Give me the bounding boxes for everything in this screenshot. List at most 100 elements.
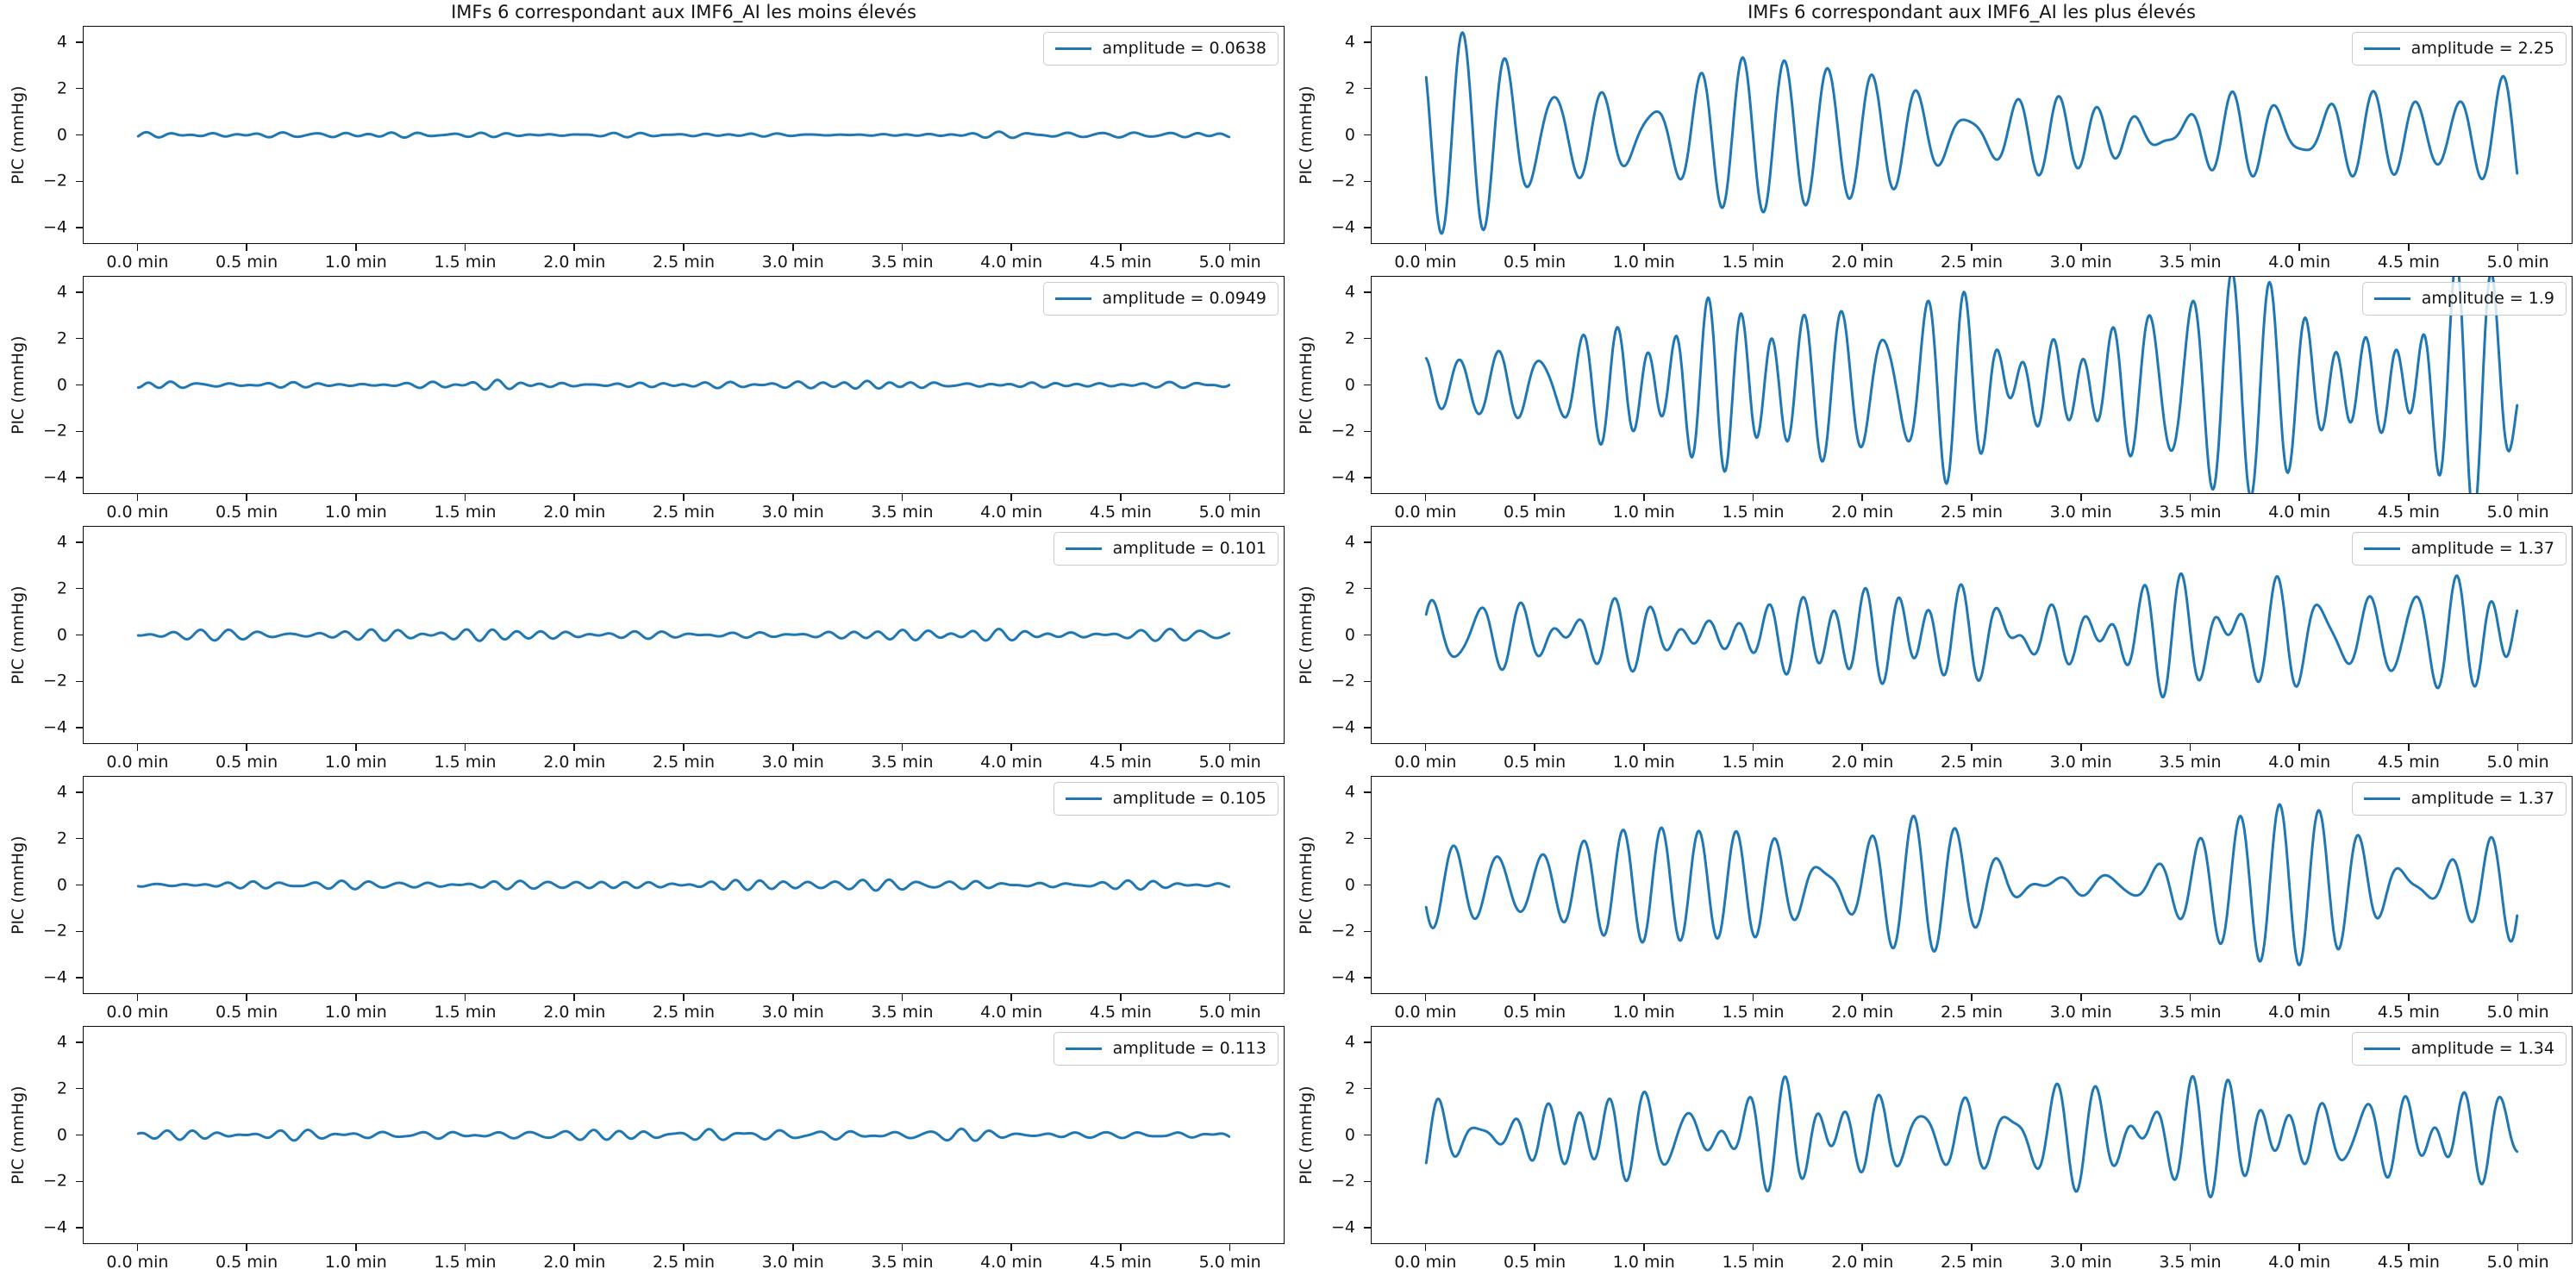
x-tick-mark — [1010, 994, 1012, 1001]
imf-trace — [136, 378, 1231, 391]
y-tick-mark — [1364, 680, 1371, 683]
x-tick-mark — [1752, 994, 1754, 1001]
plot-area: amplitude = 0.105 — [83, 776, 1285, 994]
y-tick-label: 0 — [56, 125, 67, 144]
x-tick-mark — [464, 244, 466, 251]
x-tick-label: 4.0 min — [2268, 503, 2331, 522]
x-tick-label: 2.5 min — [1940, 1003, 2004, 1022]
y-tick-mark — [1364, 384, 1371, 386]
x-tick-mark — [1643, 744, 1645, 751]
legend: amplitude = 1.34 — [2351, 1032, 2567, 1066]
y-tick-label: −2 — [42, 1171, 67, 1191]
subplot: PIC (mmHg) 4 2 0 −2 −4 amplitude = 0.113 0.0… — [0, 1000, 1288, 1272]
legend-line-swatch — [1065, 547, 1102, 550]
y-tick-mark — [76, 384, 83, 386]
y-tick-label: 2 — [56, 328, 67, 348]
x-tick-label: 0.5 min — [1504, 1003, 1566, 1022]
y-tick-mark — [1364, 134, 1371, 136]
x-tick-label: 0.0 min — [106, 503, 169, 522]
plot-area: amplitude = 2.25 — [1371, 26, 2573, 244]
x-tick-mark — [2079, 1244, 2082, 1251]
waveform-plot — [136, 628, 1231, 642]
y-tick-mark — [76, 837, 83, 840]
x-tick-mark — [683, 1244, 685, 1251]
y-tick-label: 4 — [56, 32, 67, 52]
x-tick-label: 3.5 min — [2159, 1253, 2222, 1272]
x-tick-mark — [683, 244, 685, 251]
x-tick-label: 0.0 min — [106, 1253, 169, 1272]
waveform-plot — [136, 130, 1231, 140]
x-tick-mark — [791, 744, 794, 751]
y-tick-label: 0 — [1344, 125, 1355, 144]
x-tick-mark — [1861, 744, 1864, 751]
y-tick-mark — [76, 180, 83, 183]
x-tick-label: 4.0 min — [980, 1003, 1043, 1022]
x-tick-mark — [2298, 494, 2300, 501]
x-tick-label: 3.5 min — [871, 1253, 934, 1272]
x-tick-mark — [136, 744, 139, 751]
x-tick-label: 5.0 min — [2486, 1003, 2549, 1022]
x-tick-mark — [2189, 1244, 2191, 1251]
legend-label: amplitude = 0.101 — [1112, 539, 1266, 558]
y-tick-mark — [76, 291, 83, 293]
imf-trace — [136, 878, 1231, 892]
plot-area: amplitude = 0.113 — [83, 1026, 1285, 1244]
x-tick-label: 3.5 min — [2159, 1003, 2222, 1022]
y-tick-label: 4 — [1344, 1032, 1355, 1052]
x-tick-mark — [2517, 244, 2519, 251]
x-tick-label: 4.0 min — [2268, 753, 2331, 772]
x-tick-label: 3.0 min — [2049, 503, 2112, 522]
x-tick-mark — [2079, 994, 2082, 1001]
y-tick-label: 4 — [56, 282, 67, 302]
x-tick-labels: 0.0 min 0.5 min 1.0 min 1.5 min 2.0 min 2.5 m… — [1371, 753, 2573, 777]
x-tick-mark — [2298, 744, 2300, 751]
x-tick-label: 2.5 min — [652, 503, 716, 522]
y-tick-mark — [76, 1087, 83, 1090]
x-tick-mark — [136, 244, 139, 251]
x-tick-mark — [1229, 1244, 1231, 1251]
waveform-plot — [1424, 31, 2519, 235]
legend-line-swatch — [1054, 297, 1091, 300]
x-tick-label: 0.0 min — [1394, 753, 1457, 772]
x-tick-mark — [1010, 1244, 1012, 1251]
x-tick-label: 3.0 min — [761, 753, 824, 772]
x-tick-mark — [1643, 494, 1645, 501]
y-tick-mark — [76, 41, 83, 43]
x-tick-mark — [464, 494, 466, 501]
waveform-plot — [136, 378, 1231, 391]
y-tick-mark — [76, 587, 83, 590]
plot-title: IMFs 6 correspondant aux IMF6_AI les plu… — [1748, 2, 2196, 22]
legend-label: amplitude = 0.113 — [1112, 1039, 1266, 1058]
y-tick-mark — [1364, 430, 1371, 433]
x-tick-labels: 0.0 min 0.5 min 1.0 min 1.5 min 2.0 min 2.5 m… — [1371, 503, 2573, 527]
y-tick-label: 4 — [1344, 282, 1355, 302]
x-tick-label: 3.0 min — [2049, 753, 2112, 772]
x-tick-label: 2.5 min — [652, 253, 716, 272]
legend-line-swatch — [1065, 797, 1102, 800]
subplot: PIC (mmHg) 4 2 0 −2 −4 amplitude = 1.34 0.0 … — [1288, 1000, 2576, 1272]
y-tick-label: 0 — [1344, 625, 1355, 644]
y-tick-labels: 4 2 0 −2 −4 — [0, 776, 72, 994]
y-tick-mark — [1364, 227, 1371, 228]
x-tick-mark — [1534, 1244, 1535, 1251]
x-tick-label: 1.0 min — [1612, 503, 1675, 522]
y-tick-mark — [76, 541, 83, 543]
y-tick-mark — [1364, 291, 1371, 293]
x-tick-label: 2.0 min — [543, 503, 606, 522]
x-tick-mark — [791, 994, 794, 1001]
y-tick-labels: 4 2 0 −2 −4 — [0, 26, 72, 244]
x-tick-label: 1.5 min — [434, 1003, 497, 1022]
x-tick-label: 3.0 min — [761, 503, 824, 522]
x-tick-label: 0.0 min — [106, 1003, 169, 1022]
legend-line-swatch — [2363, 797, 2400, 800]
x-tick-mark — [2298, 244, 2300, 251]
y-tick-label: 0 — [56, 625, 67, 644]
x-tick-label: 0.0 min — [1394, 503, 1457, 522]
legend-line-swatch — [2363, 47, 2400, 50]
y-tick-label: 0 — [1344, 1125, 1355, 1144]
y-tick-label: 2 — [1344, 578, 1355, 598]
y-tick-label: 2 — [1344, 829, 1355, 848]
x-tick-label: 4.5 min — [1089, 753, 1152, 772]
x-tick-label: 1.5 min — [434, 1253, 497, 1272]
